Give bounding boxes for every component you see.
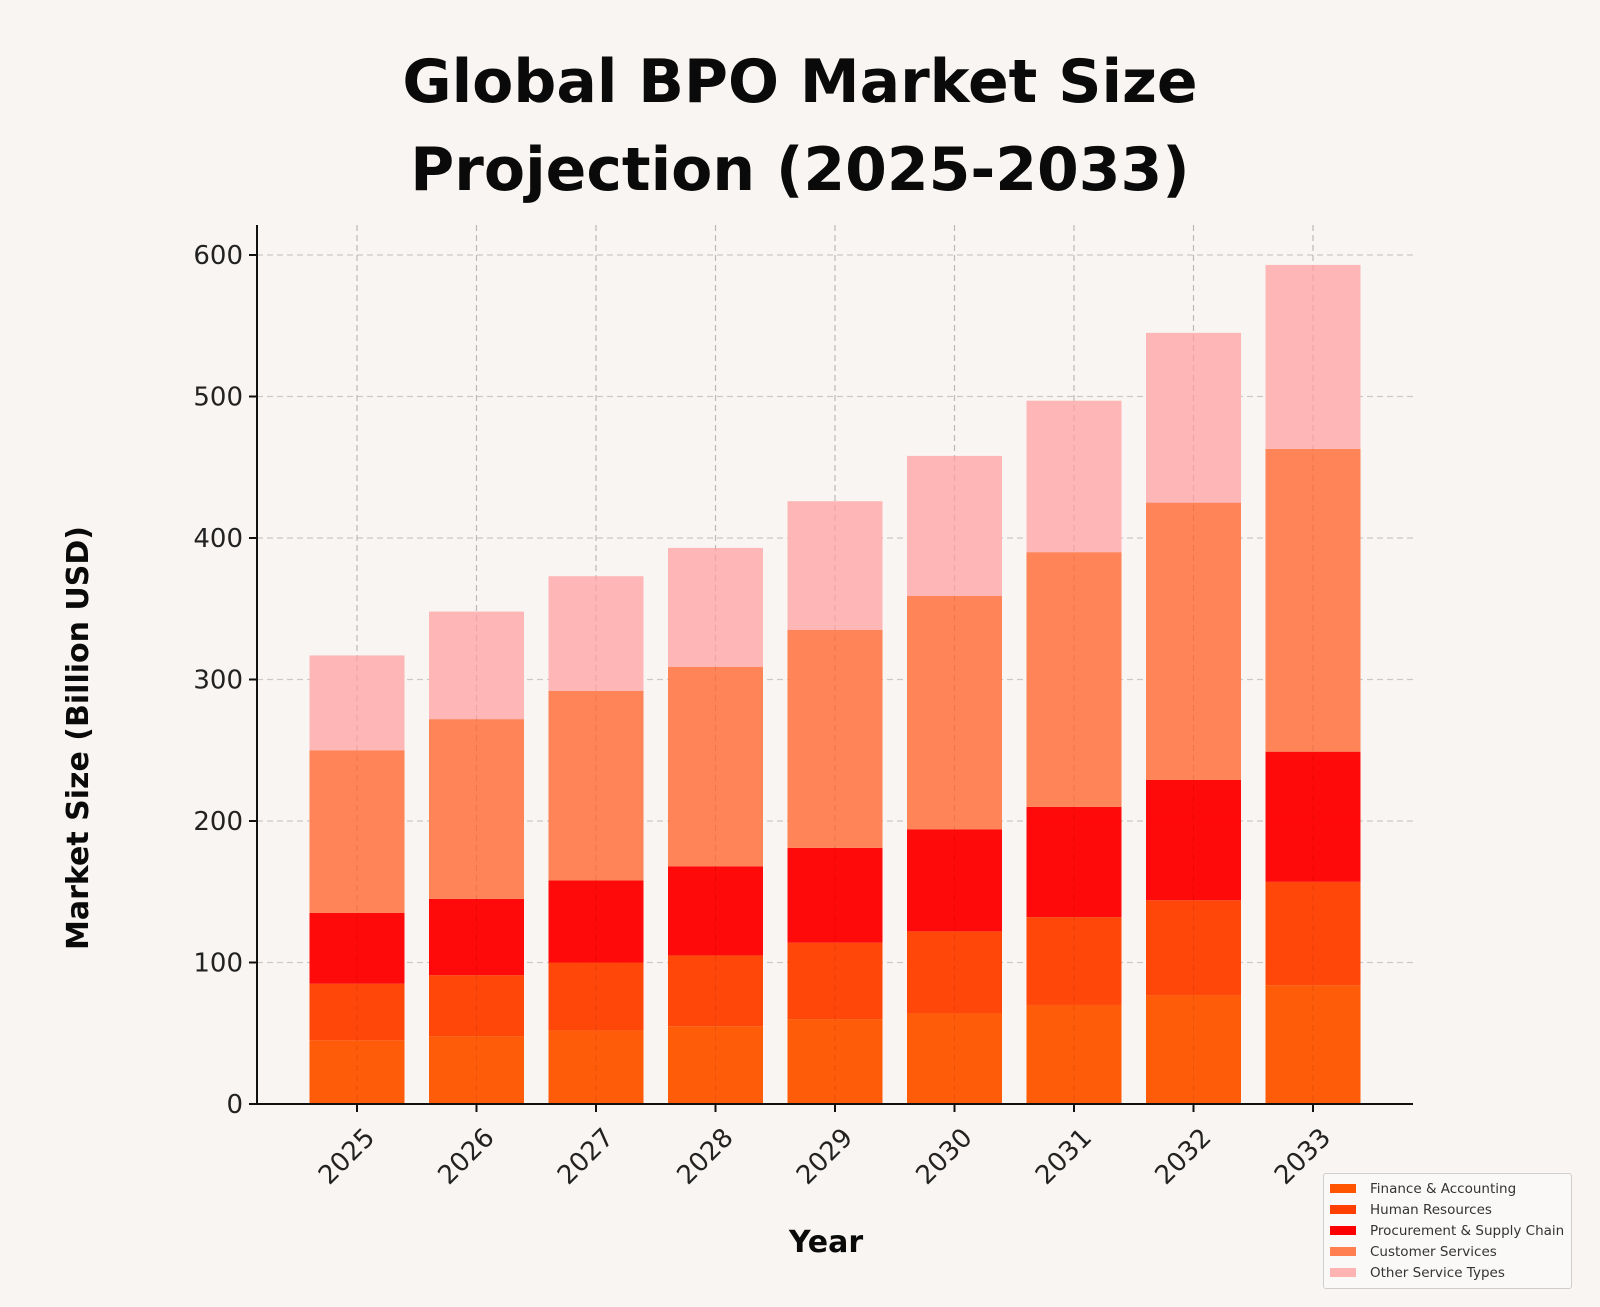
x-tick-label: 2027 [552, 1123, 620, 1191]
bar-segment [1265, 751, 1361, 882]
legend-label: Procurement & Supply Chain [1370, 1222, 1565, 1239]
bar-segment [1026, 400, 1122, 553]
legend-item: Customer Services [1330, 1241, 1565, 1262]
bar-segment [309, 655, 405, 751]
chart-title-line-2: Projection (2025-2033) [410, 135, 1190, 205]
bar-segment [907, 455, 1002, 597]
legend-label: Finance & Accounting [1370, 1180, 1517, 1197]
x-tick-label: 2026 [432, 1123, 500, 1191]
bar-segment [1026, 552, 1122, 807]
legend-label: Customer Services [1370, 1243, 1497, 1260]
legend-item: Human Resources [1330, 1199, 1565, 1220]
bar-segment [1265, 985, 1361, 1104]
legend-item: Procurement & Supply Chain [1330, 1220, 1565, 1241]
bar-segment [429, 611, 524, 720]
bar-segment [787, 847, 883, 943]
chart-title: Global BPO Market Size Projection (2025-… [0, 38, 1600, 214]
legend-swatch [1330, 1268, 1356, 1277]
bar-segment [548, 880, 644, 963]
bar-segment [907, 829, 1002, 932]
y-tick-label: 300 [193, 666, 243, 696]
legend-swatch [1330, 1226, 1356, 1235]
bar-segment [1026, 1004, 1122, 1104]
bar-segment [429, 975, 524, 1037]
bar-segment [787, 1019, 883, 1104]
y-tick-labels: 0 100 200 300 400 500 600 [193, 241, 243, 1120]
bar-segment [1146, 332, 1241, 503]
y-axis-title: Market Size (Billion USD) [61, 526, 96, 950]
bar-segment [1026, 917, 1122, 1005]
legend-swatch [1330, 1247, 1356, 1256]
y-tick-label: 0 [226, 1090, 243, 1120]
bar-segment [1146, 779, 1241, 901]
x-tick-label: 2030 [910, 1123, 978, 1191]
x-tick-labels: 2025 2026 2027 2028 2029 2030 2031 2032 2033 [313, 1123, 1337, 1191]
axes [249, 225, 1413, 1112]
bar-segment [1265, 264, 1361, 449]
bar-segment [787, 629, 883, 848]
x-tick-label: 2028 [671, 1123, 739, 1191]
bar-segment [668, 866, 763, 956]
x-tick-label: 2025 [313, 1123, 381, 1191]
bar-segment [548, 1030, 644, 1104]
bar-segment [309, 983, 405, 1041]
bar-segment [1265, 881, 1361, 986]
bar-segment [787, 942, 883, 1020]
x-tick-label: 2029 [791, 1123, 859, 1191]
legend-swatch [1330, 1184, 1356, 1193]
y-tick-label: 500 [193, 383, 243, 413]
bar-segment [548, 962, 644, 1031]
bar-segment [309, 912, 405, 984]
bar-segment [668, 547, 763, 667]
bar-segment [787, 501, 883, 630]
bar-segment [668, 666, 763, 867]
bar-segment [429, 898, 524, 976]
legend-swatch [1330, 1205, 1356, 1214]
x-axis-title: Year [788, 1225, 864, 1260]
y-tick-label: 200 [193, 807, 243, 837]
bar-segment [1146, 900, 1241, 996]
bar-segment [548, 690, 644, 881]
legend-label: Other Service Types [1370, 1264, 1505, 1281]
legend-label: Human Resources [1370, 1201, 1492, 1218]
chart-title-line-1: Global BPO Market Size [402, 47, 1198, 117]
bar-segment [907, 931, 1002, 1014]
bar-segment [429, 1036, 524, 1104]
x-tick-label: 2032 [1149, 1123, 1217, 1191]
bar-segment [429, 719, 524, 899]
legend: Finance & Accounting Human Resources Procu… [1323, 1173, 1572, 1289]
bar-segment [907, 596, 1002, 830]
bar-segment [907, 1013, 1002, 1104]
y-tick-label: 400 [193, 524, 243, 554]
legend-item: Finance & Accounting [1330, 1178, 1565, 1199]
bar-segment [309, 1040, 405, 1104]
bar-segment [668, 1026, 763, 1104]
bar-segment [1146, 995, 1241, 1104]
legend-item: Other Service Types [1330, 1262, 1565, 1283]
y-tick-label: 100 [193, 949, 243, 979]
y-tick-label: 600 [193, 241, 243, 271]
bar-segment [548, 576, 644, 691]
bar-segment [1146, 502, 1241, 780]
bar-segment [1026, 806, 1122, 918]
bar-segment [309, 750, 405, 913]
bar-segment [668, 955, 763, 1027]
bars [309, 225, 1361, 1104]
bar-segment [1265, 448, 1361, 752]
x-tick-label: 2031 [1030, 1123, 1098, 1191]
